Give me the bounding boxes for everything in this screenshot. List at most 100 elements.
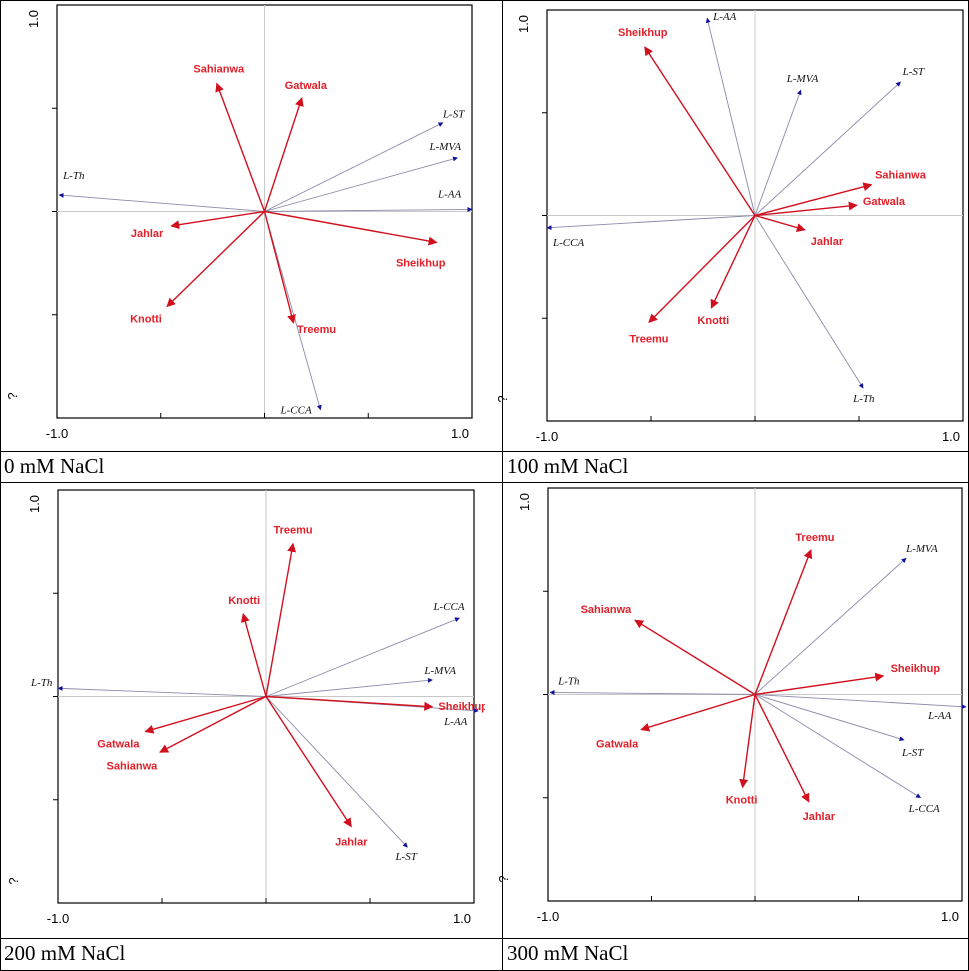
- genotype-label-jahlar-0mm: Jahlar: [131, 228, 164, 240]
- table-divider-row-2: [0, 482, 969, 483]
- genotype-label-knotti-0mm: Knotti: [130, 313, 162, 325]
- caption-200mm: 200 mM NaCl: [4, 941, 126, 965]
- genotype-label-treemu-100mm: Treemu: [629, 333, 668, 345]
- caption-100mm: 100 mM NaCl: [507, 454, 629, 478]
- variable-label-l-th-300mm: L-Th: [557, 675, 580, 687]
- y-tick-label-min-300mm: ?: [496, 875, 511, 882]
- variable-label-l-cca-300mm: L-CCA: [908, 803, 940, 815]
- genotype-vector-gatwala-200mm: [144, 695, 267, 734]
- table-border-left: [0, 0, 1, 971]
- genotype-vector-knotti-100mm: [710, 215, 756, 309]
- genotype-vector-knotti-0mm: [166, 210, 265, 308]
- x-tick-label-min-200mm: -1.0: [47, 911, 69, 926]
- genotype-label-jahlar-300mm: Jahlar: [803, 811, 836, 823]
- genotype-vector-gatwala-0mm: [263, 97, 304, 212]
- table-divider-row-1: [0, 451, 969, 452]
- variable-vector-l-th-300mm: [549, 689, 756, 695]
- x-tick-label-max-300mm: 1.0: [941, 909, 959, 924]
- genotype-label-knotti-200mm: Knotti: [228, 595, 260, 607]
- y-tick-label-max-100mm: 1.0: [516, 15, 531, 33]
- variable-label-l-mva-200mm: L-MVA: [423, 665, 456, 677]
- variable-vector-l-mva-100mm: [754, 89, 802, 216]
- x-tick-label-max-100mm: 1.0: [942, 429, 960, 444]
- y-tick-label-max-300mm: 1.0: [517, 493, 532, 511]
- variable-vector-l-st-0mm: [264, 122, 444, 212]
- genotype-label-jahlar-200mm: Jahlar: [335, 837, 368, 849]
- variable-vector-l-st-200mm: [265, 696, 408, 848]
- genotype-label-gatwala-100mm: Gatwala: [863, 196, 906, 208]
- genotype-vector-gatwala-300mm: [640, 693, 756, 732]
- table-border-top: [0, 0, 969, 1]
- genotype-label-sheikhup-0mm: Sheikhup: [396, 257, 446, 269]
- variable-label-l-aa-100mm: L-AA: [712, 11, 737, 23]
- table-divider-vertical: [502, 0, 503, 971]
- variable-vector-l-aa-100mm: [705, 17, 756, 216]
- biplot-panel-300mm: -1.0 1.0 1.0? L-MVA L-Th L-AA L-ST L-CCA Treemu S…: [496, 487, 967, 924]
- genotype-vector-sheikhup-100mm: [644, 46, 756, 216]
- genotype-vector-jahlar-200mm: [265, 696, 352, 828]
- genotype-vector-jahlar-300mm: [754, 694, 810, 803]
- genotype-label-knotti-300mm: Knotti: [726, 794, 758, 806]
- biplot-panel-100mm: -1.01.01.0?L-AAL-MVAL-STL-CCAL-ThSheikhu…: [495, 9, 964, 444]
- genotype-vector-sheikhup-200mm: [265, 695, 434, 711]
- variable-vector-l-cca-100mm: [546, 215, 756, 231]
- variable-vector-l-th-200mm: [57, 685, 267, 697]
- x-tick-label-max-200mm: 1.0: [453, 911, 471, 926]
- variable-label-l-th-0mm: L-Th: [62, 170, 85, 182]
- variable-label-l-st-0mm: L-ST: [442, 109, 465, 121]
- genotype-vector-sahianwa-100mm: [754, 182, 873, 217]
- variable-label-l-cca-100mm: L-CCA: [552, 237, 584, 249]
- genotype-label-sheikhup-300mm: Sheikhup: [891, 663, 941, 675]
- variable-label-l-aa-0mm: L-AA: [437, 188, 462, 200]
- x-tick-label-max-0mm: 1.0: [451, 426, 469, 441]
- genotype-label-gatwala-200mm: Gatwala: [97, 739, 140, 751]
- variable-label-l-st-100mm: L-ST: [902, 66, 925, 78]
- genotype-label-sheikhup-200mm: Sheikhup: [438, 701, 485, 713]
- genotype-label-sahianwa-0mm: Sahianwa: [193, 63, 245, 75]
- x-tick-label-min-0mm: -1.0: [46, 426, 68, 441]
- caption-0mm: 0 mM NaCl: [4, 454, 105, 478]
- variable-label-l-th-100mm: L-Th: [852, 393, 875, 405]
- genotype-vector-sahianwa-0mm: [215, 82, 266, 212]
- genotype-label-sahianwa-300mm: Sahianwa: [581, 604, 633, 616]
- genotype-vector-jahlar-100mm: [754, 214, 806, 232]
- variable-label-l-st-200mm: L-ST: [394, 851, 417, 863]
- genotype-label-jahlar-100mm: Jahlar: [811, 236, 844, 248]
- variable-vector-l-aa-300mm: [754, 694, 967, 710]
- genotype-vector-sheikhup-300mm: [754, 672, 885, 696]
- genotype-vector-sahianwa-200mm: [159, 695, 267, 753]
- genotype-vector-knotti-300mm: [739, 694, 756, 789]
- genotype-vector-sheikhup-0mm: [264, 210, 438, 246]
- biplot-panel-200mm: -1.0 1.0 1.0? L-CCA L-MVA L-AA L-Th L-ST Treemu K…: [6, 489, 485, 926]
- variable-vector-l-cca-300mm: [754, 694, 922, 799]
- genotype-vector-jahlar-0mm: [170, 210, 265, 230]
- genotype-vector-treemu-100mm: [648, 215, 756, 323]
- genotype-label-gatwala-0mm: Gatwala: [285, 80, 328, 92]
- genotype-label-sheikhup-100mm: Sheikhup: [618, 27, 668, 39]
- genotype-vector-treemu-200mm: [265, 542, 297, 697]
- variable-label-l-aa-300mm: L-AA: [927, 710, 952, 722]
- variable-vector-l-mva-200mm: [265, 677, 433, 697]
- genotype-label-sahianwa-100mm: Sahianwa: [875, 170, 927, 182]
- x-tick-label-min-100mm: -1.0: [536, 429, 558, 444]
- y-tick-label-max-0mm: 1.0: [26, 10, 41, 28]
- variable-label-l-mva-0mm: L-MVA: [428, 141, 461, 153]
- genotype-vector-treemu-300mm: [754, 549, 813, 695]
- caption-300mm: 300 mM NaCl: [507, 941, 629, 965]
- variable-vector-l-mva-300mm: [754, 557, 907, 695]
- variable-vector-l-cca-200mm: [265, 617, 460, 697]
- genotype-label-gatwala-300mm: Gatwala: [596, 739, 639, 751]
- variable-label-l-th-200mm: L-Th: [30, 677, 53, 689]
- variable-vector-l-th-100mm: [754, 215, 864, 389]
- variable-vector-l-st-100mm: [754, 81, 901, 216]
- table-divider-row-3: [0, 938, 969, 939]
- genotype-label-treemu-0mm: Treemu: [297, 324, 336, 336]
- genotype-vector-gatwala-100mm: [754, 201, 858, 217]
- y-tick-label-max-200mm: 1.0: [27, 495, 42, 513]
- variable-label-l-cca-200mm: L-CCA: [432, 601, 464, 613]
- variable-label-l-mva-300mm: L-MVA: [905, 543, 938, 555]
- genotype-vector-sahianwa-300mm: [634, 619, 756, 696]
- variable-label-l-mva-100mm: L-MVA: [786, 73, 819, 85]
- variable-vector-l-cca-0mm: [264, 211, 322, 411]
